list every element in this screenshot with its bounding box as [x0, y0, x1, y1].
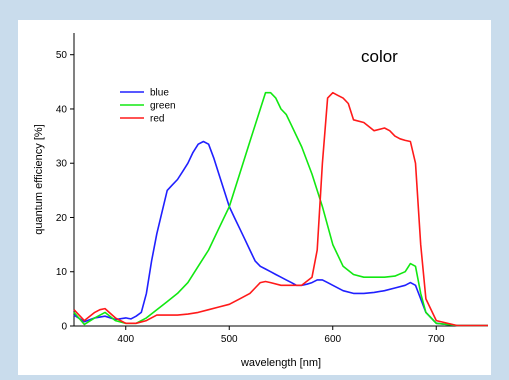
legend: blue green red — [120, 88, 176, 125]
y-tick-label: 0 — [61, 322, 67, 333]
chart-annotation: color — [361, 47, 398, 66]
series-line-blue — [73, 140, 488, 327]
x-tick-label: 600 — [324, 334, 341, 345]
series-line-green — [73, 91, 488, 327]
x-tick-label: 700 — [428, 334, 445, 345]
axes — [73, 33, 488, 327]
figure-panel — [18, 20, 491, 375]
y-axis-label: quantum efficiency [%] — [33, 124, 45, 234]
y-tick-label: 50 — [56, 50, 68, 61]
ticks: 400 500 600 700 0 10 20 30 40 50 — [56, 50, 445, 345]
y-tick-label: 20 — [56, 213, 68, 224]
y-tick-label: 30 — [56, 159, 68, 170]
legend-label-blue: blue — [150, 88, 169, 99]
legend-label-green: green — [150, 101, 176, 112]
x-axis-label: wavelength [nm] — [240, 357, 321, 369]
series-lines — [73, 91, 488, 327]
legend-label-red: red — [150, 114, 164, 125]
x-tick-label: 500 — [221, 334, 238, 345]
y-tick-label: 10 — [56, 267, 68, 278]
y-tick-label: 40 — [56, 104, 68, 115]
x-tick-label: 400 — [117, 334, 134, 345]
series-line-red — [73, 91, 488, 327]
